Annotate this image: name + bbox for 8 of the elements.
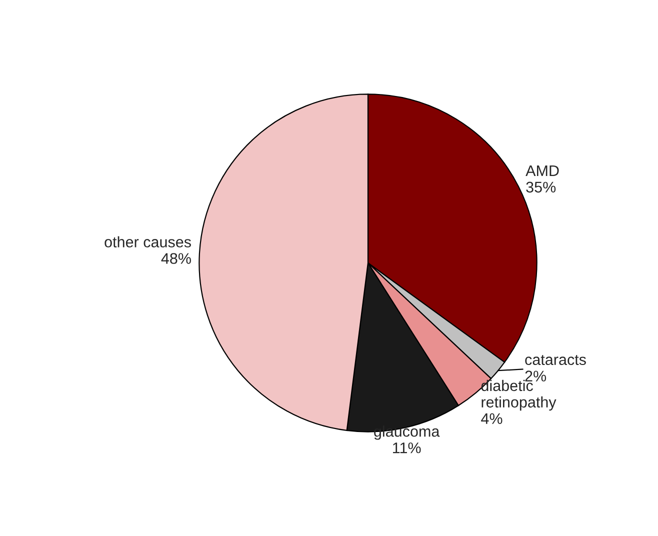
slice-label: AMD	[526, 165, 559, 176]
slice-label: other causes	[104, 236, 191, 248]
slice-label: cataracts	[525, 355, 586, 366]
data-label: 11%	[393, 442, 421, 454]
data-label: 48%	[161, 253, 191, 264]
data-label: 2%	[525, 370, 546, 382]
data-label: 4%	[481, 413, 502, 424]
data-label: 35%	[526, 182, 556, 193]
